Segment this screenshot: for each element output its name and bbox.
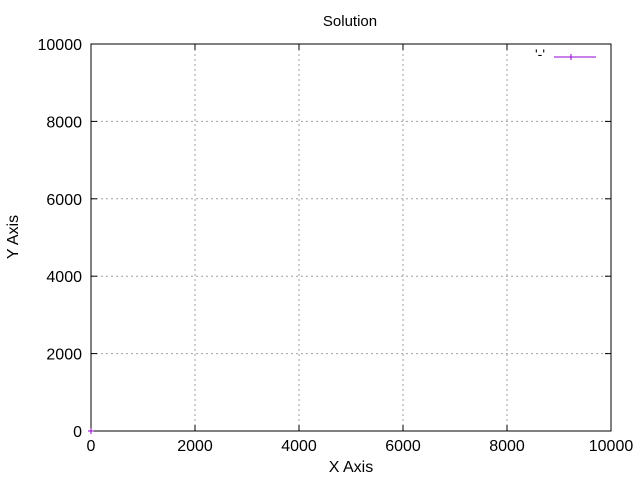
data-point (88, 428, 94, 434)
grid-lines (91, 44, 611, 431)
x-tick-label: 2000 (177, 438, 213, 455)
legend-entry-label: '-' (535, 46, 545, 62)
x-axis-label: X Axis (329, 459, 373, 476)
y-tick-label: 0 (73, 424, 82, 441)
y-tick-label: 8000 (46, 114, 82, 131)
x-tick-label: 6000 (385, 438, 421, 455)
x-tick-label: 4000 (281, 438, 317, 455)
series-marks (88, 428, 94, 434)
plot-frame (90, 43, 612, 432)
y-tick-labels: 0 2000 4000 6000 8000 10000 (38, 37, 83, 441)
y-tick-label: 10000 (38, 37, 83, 54)
y-tick-label: 6000 (46, 192, 82, 209)
chart-title: Solution (323, 13, 377, 30)
tick-marks (90, 43, 612, 432)
legend-marker (568, 54, 574, 60)
y-tick-label: 4000 (46, 269, 82, 286)
x-tick-label: 10000 (589, 438, 634, 455)
y-tick-label: 2000 (46, 347, 82, 364)
x-tick-label: 0 (87, 438, 96, 455)
legend: '-' (535, 46, 596, 62)
x-tick-label: 8000 (489, 438, 525, 455)
x-tick-labels: 0 2000 4000 6000 8000 10000 (87, 438, 634, 455)
y-axis-label: Y Axis (5, 215, 22, 259)
